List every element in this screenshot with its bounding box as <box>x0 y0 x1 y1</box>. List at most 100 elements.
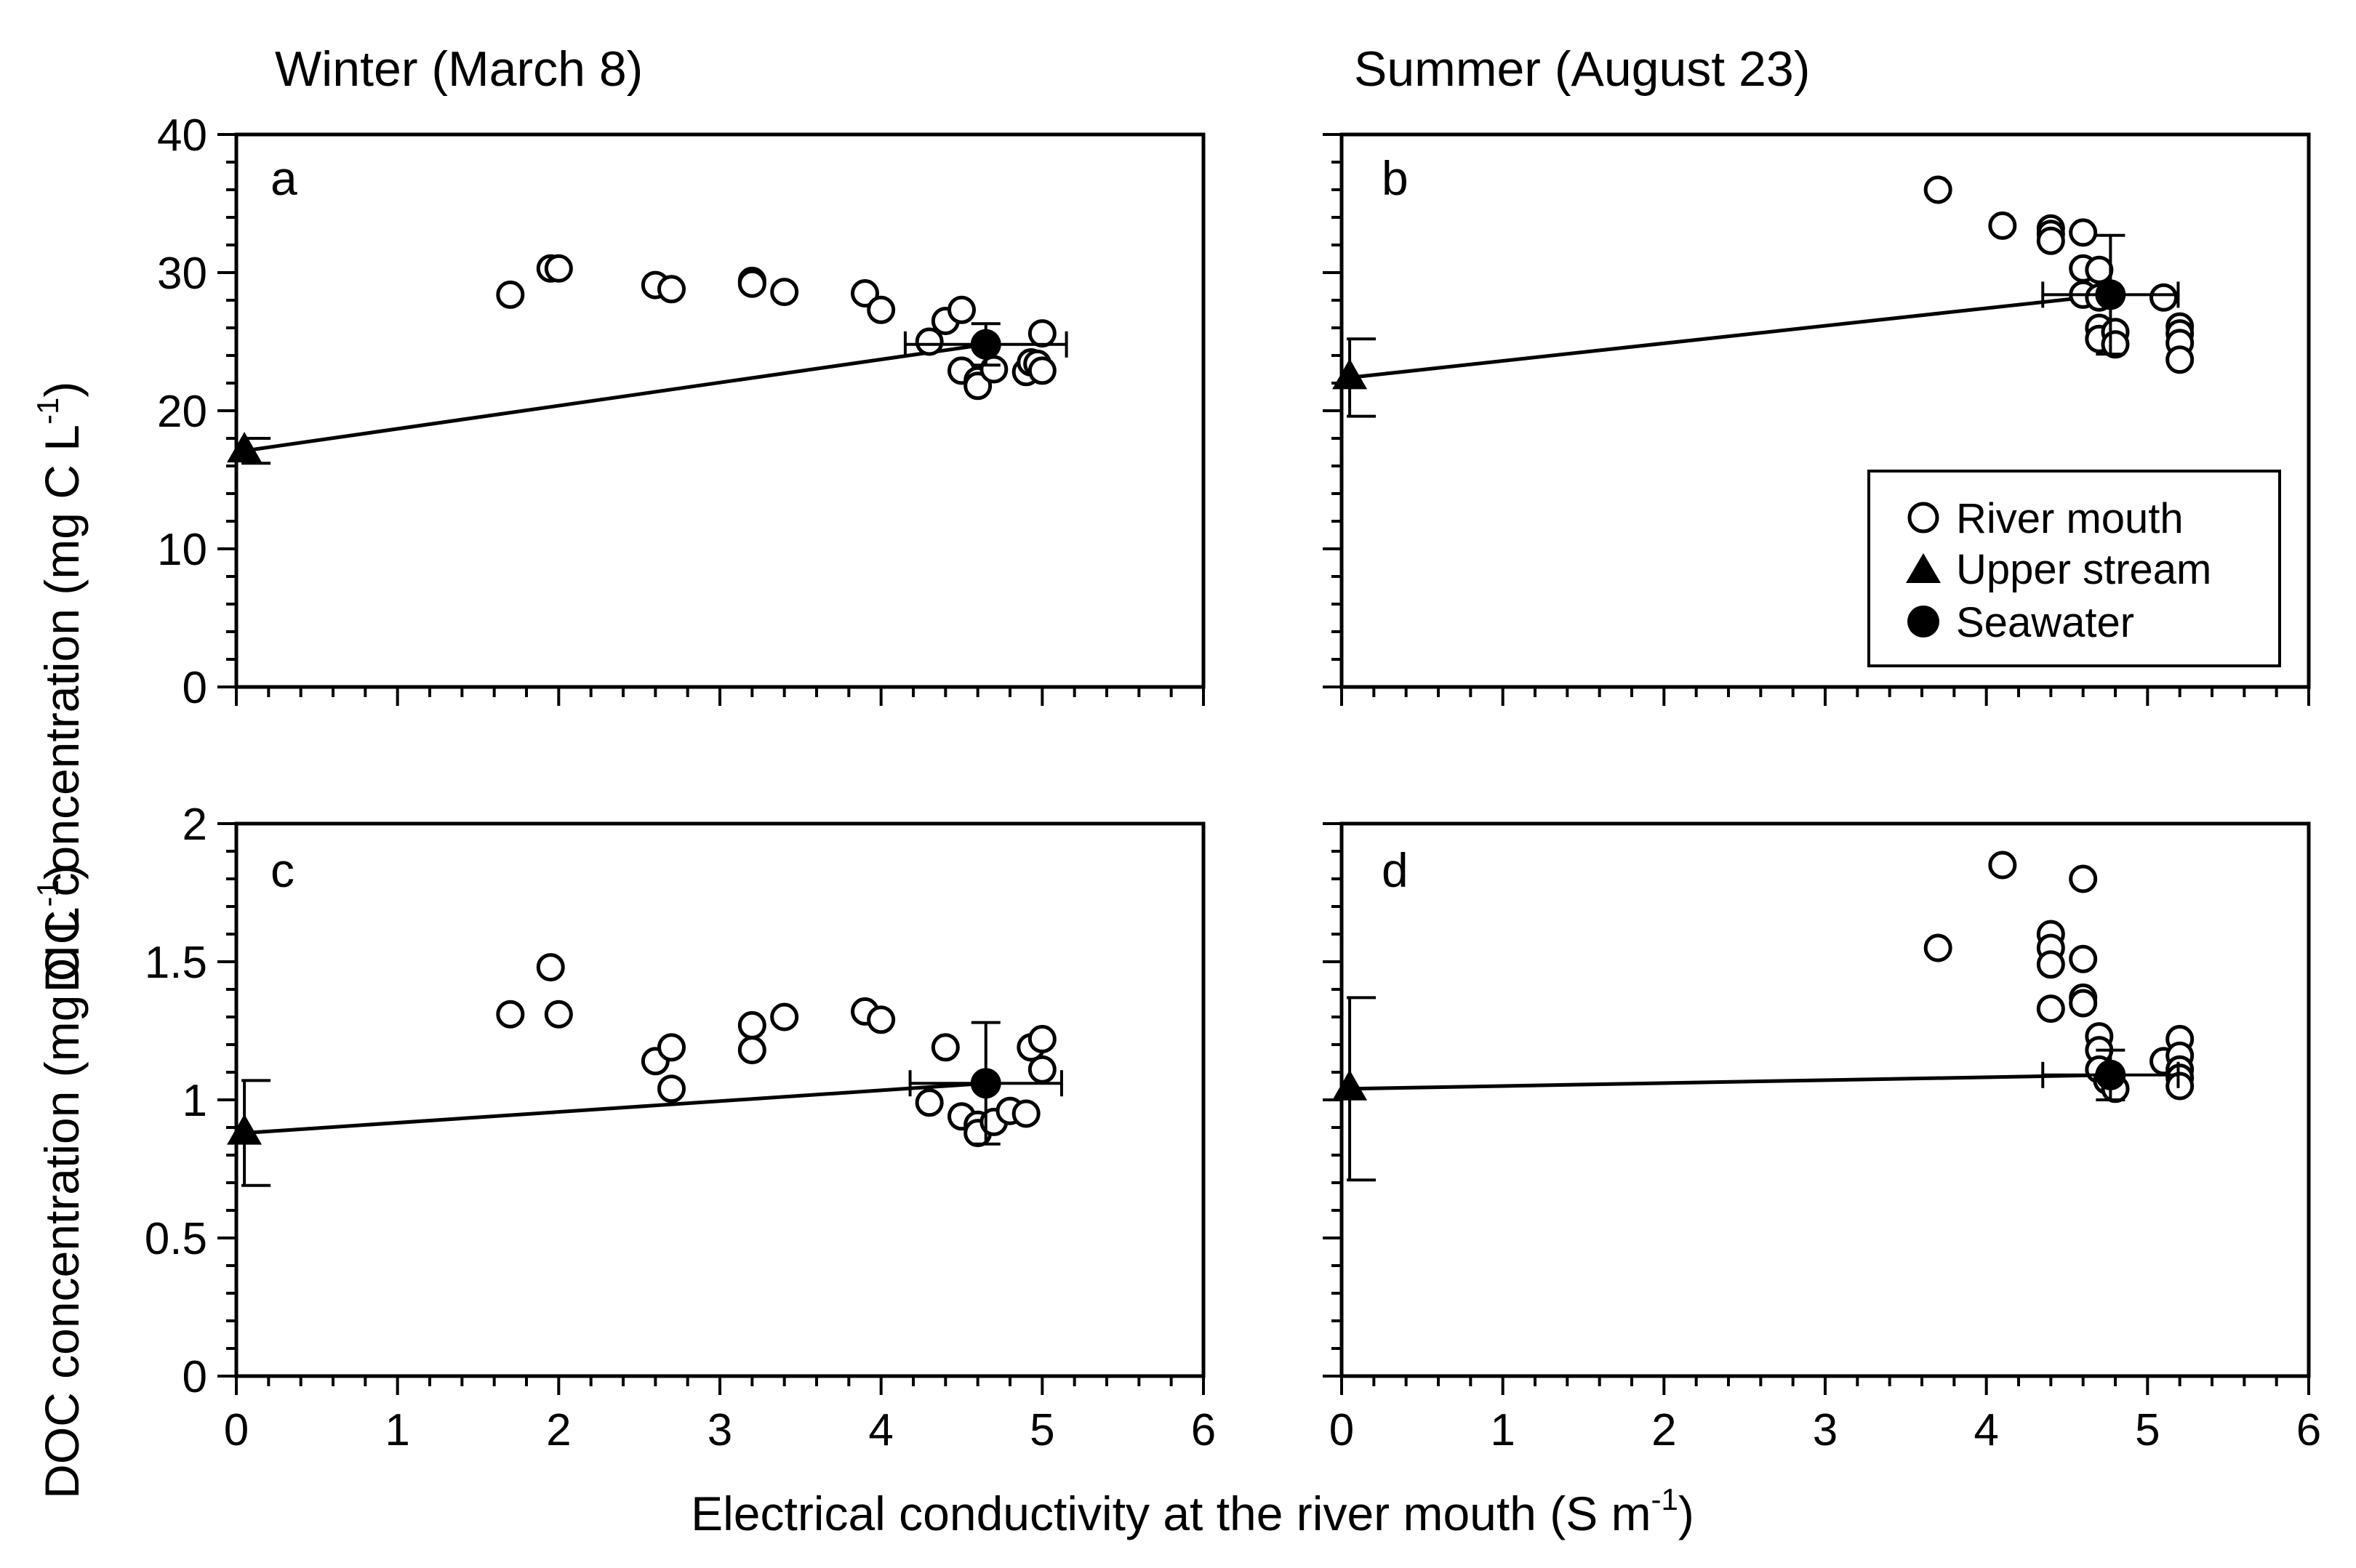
river-mouth-point <box>1988 851 2017 880</box>
river-mouth-point <box>867 1005 896 1034</box>
river-mouth-point <box>2036 994 2065 1024</box>
ylabel-dic: DIC concentration (mg C L-1) <box>31 382 89 993</box>
river-mouth-point <box>1923 175 1952 204</box>
header-summer: Summer (August 23) <box>1354 41 1810 97</box>
x-tick-label: 4 <box>868 1405 893 1455</box>
panel-a-winter-dic: 0 10 20 30 40 a <box>157 110 1206 713</box>
x-tick-label: 2 <box>1651 1405 1676 1455</box>
river-mouth-point <box>2069 218 2098 247</box>
legend-river-mouth-label: River mouth <box>1956 495 2184 542</box>
x-tick-label: 6 <box>1191 1405 1216 1455</box>
y-tick-label: 0 <box>183 1352 207 1402</box>
upper-stream-point <box>227 432 263 463</box>
x-tick-label: 2 <box>546 1405 571 1455</box>
river-mouth-point <box>1027 1024 1057 1053</box>
mixing-line <box>1350 1073 2111 1091</box>
xlabel: Electrical conductivity at the river mou… <box>691 1482 1694 1540</box>
river-mouth-point <box>1027 356 1057 385</box>
river-mouth-point <box>496 1000 525 1029</box>
river-mouth-point <box>544 254 573 283</box>
legend-box <box>1867 470 2281 667</box>
river-mouth-point <box>770 278 799 307</box>
y-tick-label: 1 <box>183 1076 207 1126</box>
river-mouth-point <box>2085 255 2114 284</box>
x-tick-label: 0 <box>1329 1405 1354 1455</box>
river-mouth-point <box>2069 944 2098 973</box>
y-tick-label: 30 <box>157 249 207 299</box>
seawater-point <box>970 1068 1001 1099</box>
panel-letter: c <box>271 843 294 897</box>
river-mouth-point <box>737 269 766 298</box>
panel-b-summer-dic: b <box>1323 132 2311 706</box>
y-tick-label: 20 <box>157 387 207 437</box>
x-tick-label: 5 <box>1030 1405 1054 1455</box>
legend-river-mouth-marker <box>1907 502 1939 534</box>
river-mouth-point <box>931 1033 960 1062</box>
river-mouth-point <box>536 953 565 982</box>
river-mouth-point <box>1027 1055 1057 1084</box>
river-mouth-point <box>1011 1099 1041 1128</box>
x-tick-label: 3 <box>708 1405 732 1455</box>
y-tick-label: 0.5 <box>145 1214 207 1264</box>
river-mouth-point <box>657 1074 686 1103</box>
seawater-point <box>970 329 1001 360</box>
panel-d-summer-doc: 0 1 2 3 4 5 6 d <box>1323 821 2321 1455</box>
ylabel-doc: DOC concentration (mg C L-1) <box>31 864 89 1499</box>
y-tick-label: 0 <box>183 663 207 713</box>
x-tick-label: 3 <box>1813 1405 1838 1455</box>
mixing-line <box>244 342 987 453</box>
river-mouth-point <box>2165 1072 2195 1101</box>
x-tick-label: 1 <box>385 1405 409 1455</box>
river-mouth-point <box>737 1010 766 1040</box>
y-tick-label: 2 <box>183 800 207 850</box>
seawater-point <box>2095 279 2126 310</box>
river-mouth-point <box>770 1002 799 1032</box>
river-mouth-point <box>867 295 896 324</box>
mixing-line <box>244 1081 986 1135</box>
x-tick-label: 5 <box>2135 1405 2160 1455</box>
header-winter: Winter (March 8) <box>275 41 643 97</box>
plot-frame <box>234 132 1206 689</box>
mixing-line <box>1349 292 2111 379</box>
upper-stream-point <box>1332 358 1368 390</box>
x-tick-label: 4 <box>1974 1405 1998 1455</box>
legend-seawater-marker <box>1907 606 1939 638</box>
seawater-point <box>2095 1059 2126 1090</box>
river-mouth-point <box>2165 345 2195 374</box>
river-mouth-point <box>1988 211 2017 240</box>
y-tick-label: 10 <box>157 525 207 575</box>
panel-letter: d <box>1382 843 1409 897</box>
river-mouth-point <box>2069 989 2098 1018</box>
legend: River mouth Upper stream Seawater <box>1867 470 2281 667</box>
river-mouth-point <box>2036 226 2065 255</box>
plot-frame <box>1339 821 2311 1378</box>
river-mouth-point <box>851 279 879 307</box>
river-mouth-point <box>1027 319 1057 348</box>
legend-upper-stream-marker <box>1906 553 1941 583</box>
river-mouth-point <box>915 1088 944 1117</box>
river-mouth-point <box>947 295 976 324</box>
river-mouth-point <box>1923 933 1952 962</box>
river-mouth-point <box>2149 283 2178 312</box>
legend-upper-stream-label: Upper stream <box>1956 546 2211 593</box>
river-mouth-point <box>737 1036 766 1065</box>
river-mouth-point <box>2036 950 2065 979</box>
upper-stream-point <box>227 1114 263 1145</box>
legend-seawater-label: Seawater <box>1956 599 2134 646</box>
river-mouth-point <box>657 1033 686 1062</box>
x-tick-label: 0 <box>224 1405 249 1455</box>
x-tick-label: 6 <box>2296 1405 2321 1455</box>
river-mouth-point <box>915 327 944 356</box>
river-mouth-point <box>963 371 993 401</box>
x-tick-label: 1 <box>1490 1405 1515 1455</box>
panel-letter: b <box>1382 151 1409 205</box>
river-mouth-point <box>496 280 525 309</box>
river-mouth-point <box>657 275 686 304</box>
panel-letter: a <box>271 151 297 205</box>
y-tick-label: 40 <box>157 110 207 161</box>
panel-c-winter-doc: 0 0.5 1 1.5 2 0 1 2 3 4 5 6 c <box>145 800 1216 1455</box>
y-tick-label: 1.5 <box>145 938 207 988</box>
river-mouth-point <box>2069 864 2098 893</box>
upper-stream-point <box>1332 1069 1368 1101</box>
